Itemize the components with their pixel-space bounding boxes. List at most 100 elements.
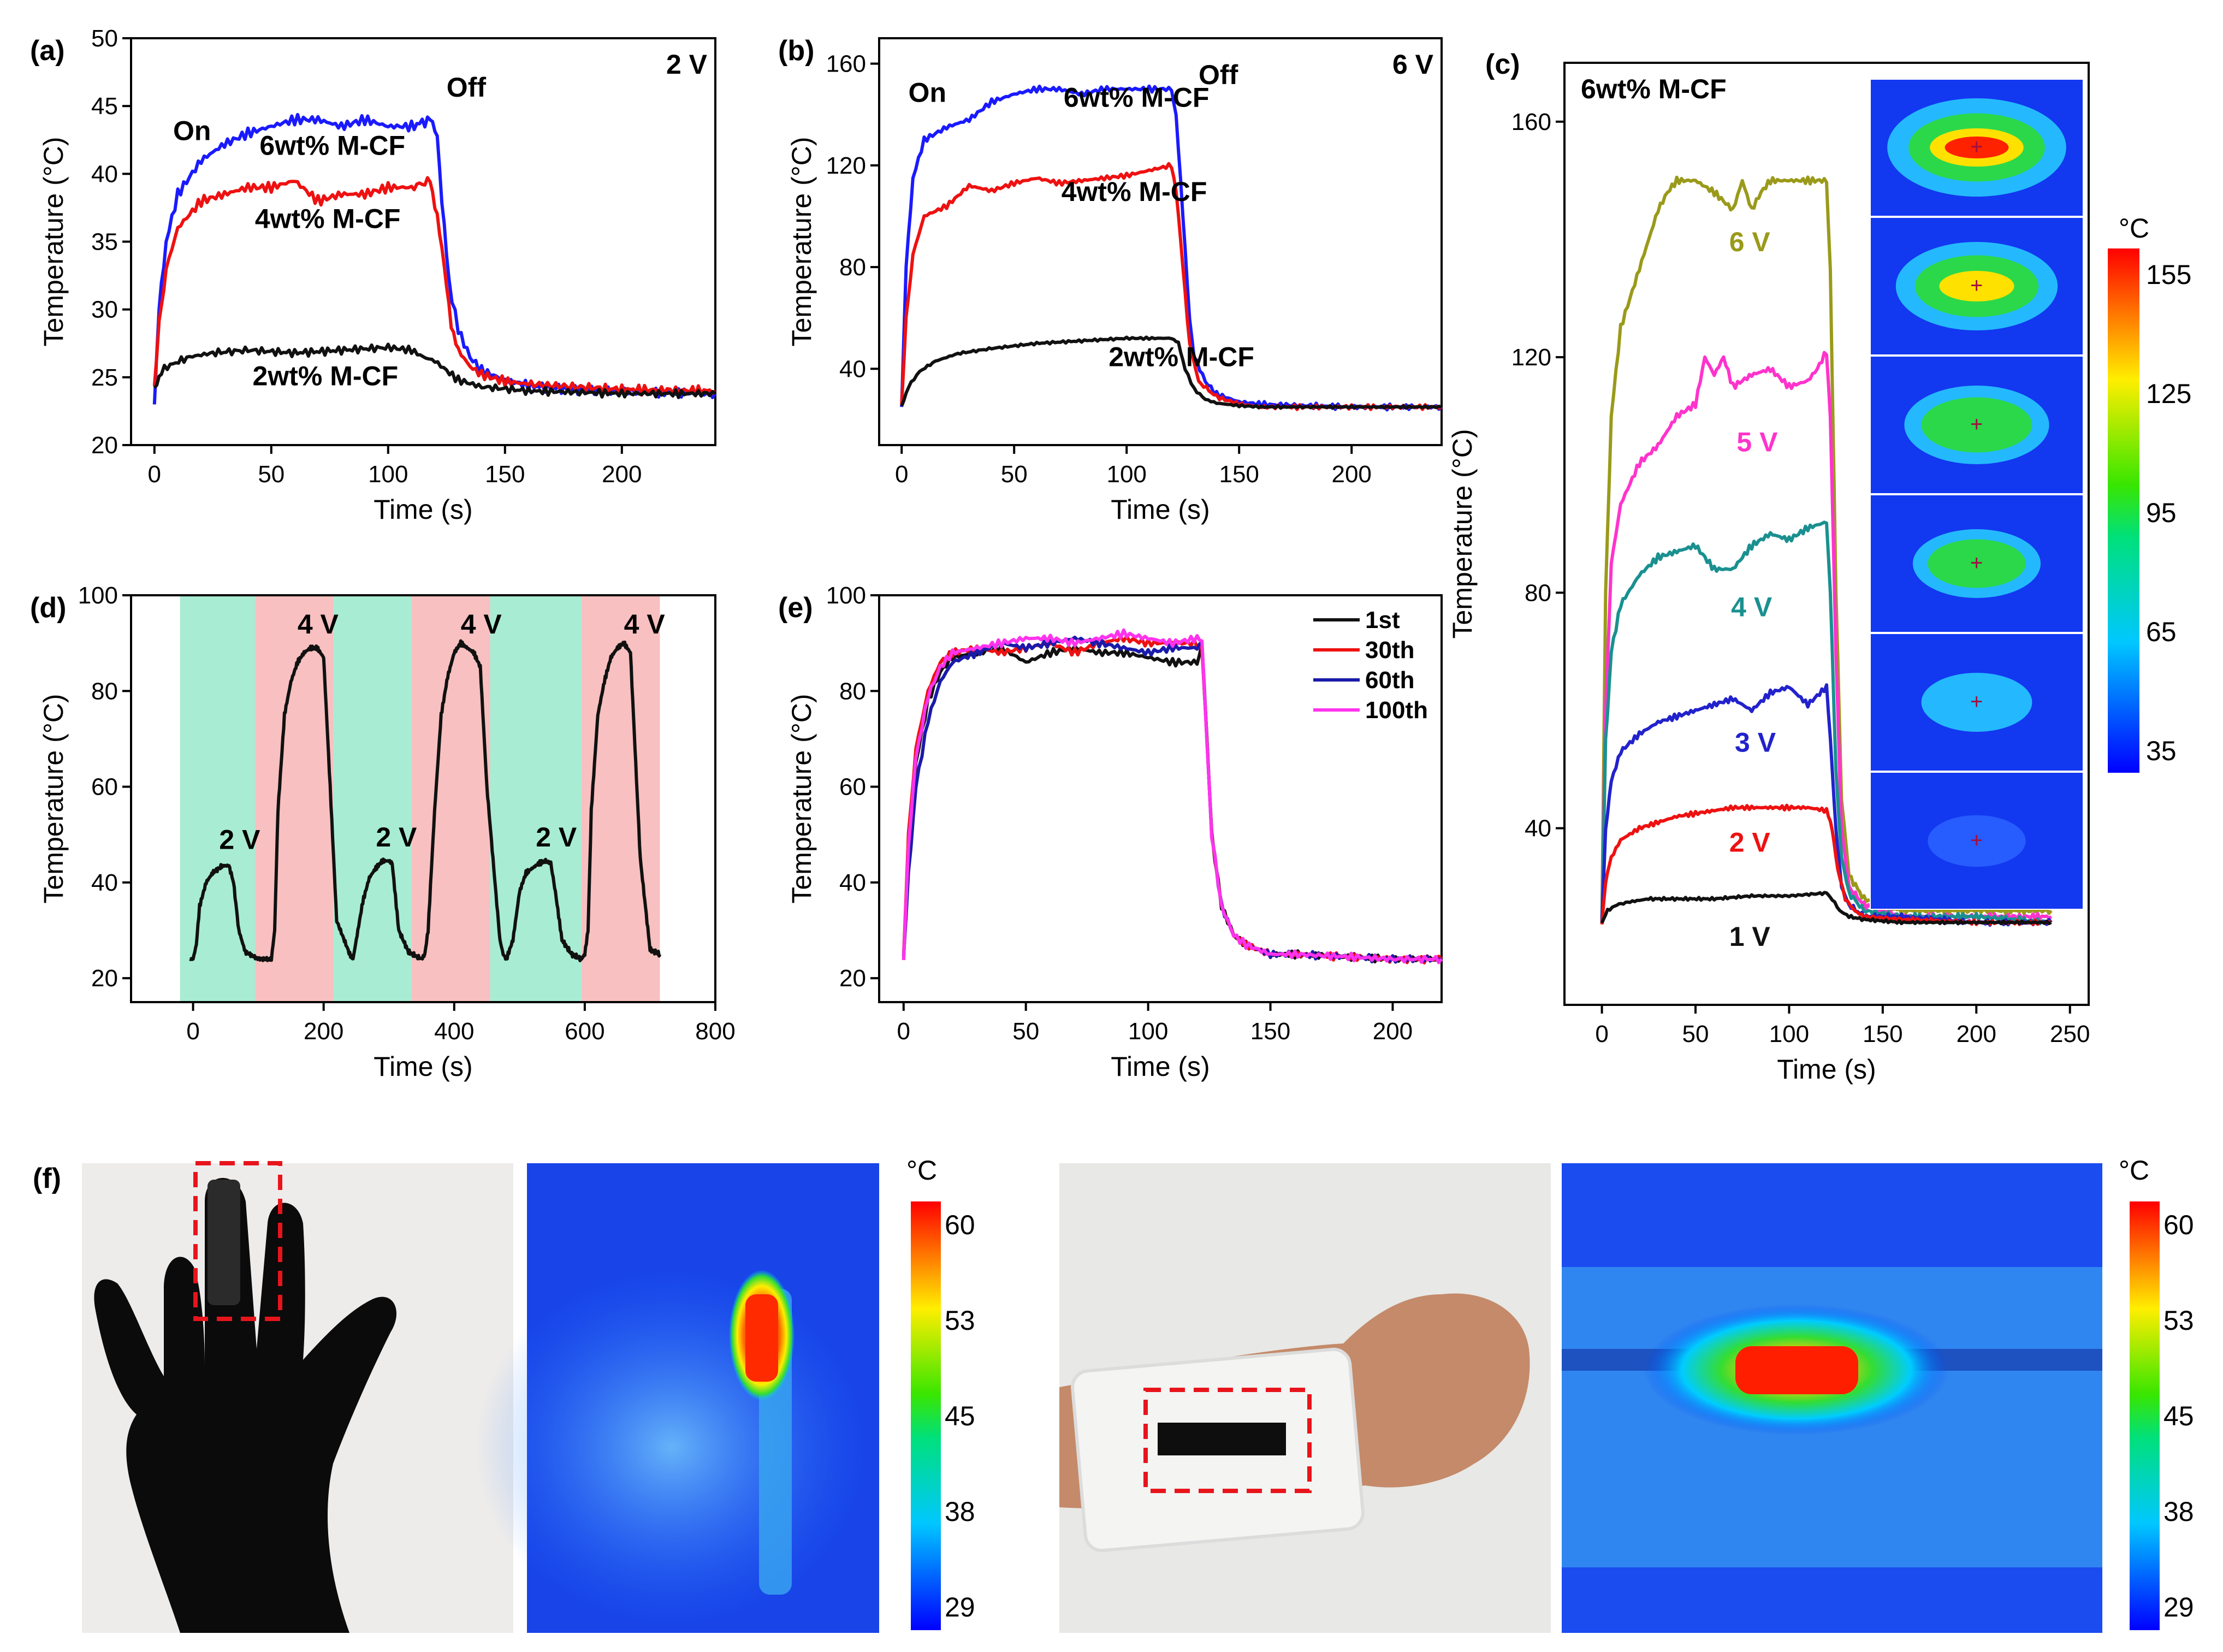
- x-tick-label: 100: [1769, 1021, 1809, 1047]
- y-axis-label: Temperature (°C): [38, 137, 69, 347]
- x-tick-label: 250: [2050, 1021, 2090, 1047]
- y-axis-label: Temperature (°C): [1447, 429, 1478, 639]
- corner-note: 6 V: [1392, 49, 1434, 80]
- colorbar-tick-label: 29: [2163, 1592, 2194, 1623]
- panel-label: (a): [30, 35, 65, 67]
- y-tick-label: 80: [839, 254, 866, 281]
- curve-annotation: 6wt% M-CF: [1064, 82, 1210, 113]
- panel-e: 0 50 100 150 200 20 40 60 80 100 Time (s) Temperatu…: [778, 582, 1443, 1082]
- series-line: [152, 176, 717, 398]
- series-line: [902, 634, 1443, 964]
- curve-annotation: 4 V: [1731, 591, 1773, 622]
- crosshair-icon: +: [1970, 690, 1983, 714]
- series-line: [1600, 520, 2053, 926]
- y-tick-label: 100: [78, 582, 118, 609]
- curve-annotation: On: [909, 77, 946, 108]
- thermal-spot-mid: [1921, 397, 2032, 453]
- y-tick-label: 100: [826, 582, 866, 609]
- y-tick-label: 35: [91, 229, 118, 256]
- x-tick-label: 0: [1595, 1021, 1608, 1047]
- curve-annotation: 4 V: [461, 609, 502, 640]
- thermal-image-strip: + + + + + +: [1870, 79, 2084, 910]
- x-tick-label: 400: [434, 1018, 474, 1045]
- wrist-heater: [1158, 1423, 1286, 1455]
- colorbar-c-unit: °C: [2119, 213, 2149, 244]
- colorbar-tick-label: 45: [2163, 1401, 2194, 1431]
- glove-photo: [82, 1161, 513, 1633]
- x-tick-label: 200: [304, 1018, 343, 1045]
- panel-b: 0 50 100 150 200 40 80 120 160 Time (s) Temperatur…: [778, 35, 1443, 525]
- thermal-spot-hot: [1945, 137, 2009, 158]
- x-axis-label: Time (s): [374, 1051, 472, 1082]
- series-line: [902, 636, 1442, 964]
- curve-annotation: 4 V: [298, 609, 339, 640]
- y-tick-label: 30: [91, 297, 118, 323]
- corner-note: 2 V: [666, 49, 708, 80]
- thermal-spot-warm: [1939, 271, 2014, 301]
- y-tick-label: 20: [839, 965, 866, 992]
- colorbar-tick-label: 155: [2146, 259, 2191, 290]
- y-tick-label: 20: [91, 432, 118, 459]
- y-axis-label: Temperature (°C): [786, 694, 817, 904]
- x-tick-label: 200: [602, 461, 642, 488]
- colorbar-tick-label: 29: [945, 1592, 975, 1623]
- x-axis-label: Time (s): [1777, 1054, 1876, 1085]
- panel-label: (b): [778, 35, 814, 67]
- x-tick-label: 100: [1128, 1018, 1168, 1045]
- colorbar-c: °C 155 125 95 65 35: [2108, 213, 2191, 773]
- series-line: [1600, 175, 2053, 923]
- x-axis-label: Time (s): [1111, 494, 1210, 525]
- y-tick-label: 60: [839, 774, 866, 801]
- y-tick-label: 80: [839, 678, 866, 704]
- y-tick-label: 80: [91, 678, 118, 704]
- colorbar-tick-label: 38: [2163, 1496, 2194, 1527]
- x-tick-label: 150: [1863, 1021, 1902, 1047]
- x-tick-label: 100: [368, 461, 408, 488]
- x-axis-label: Time (s): [374, 494, 472, 525]
- x-tick-label: 200: [1957, 1021, 1996, 1047]
- panel-d: 0 200 400 600 800 20 40 60 80 100 Time (s) Temperat…: [30, 582, 736, 1082]
- thermal-spot-outer: [1928, 815, 2026, 867]
- y-tick-label: 120: [826, 152, 866, 179]
- colorbar-c-gradient: [2108, 248, 2139, 773]
- plot-frame: [878, 37, 1443, 446]
- x-tick-label: 50: [1012, 1018, 1039, 1045]
- curve-annotation: 4wt% M-CF: [1062, 176, 1207, 207]
- plot-frame: [130, 37, 716, 446]
- panel-f-label: (f): [33, 1163, 61, 1194]
- voltage-band: [255, 595, 334, 1002]
- legend-label: 1st: [1365, 607, 1400, 633]
- panel-label: (e): [778, 592, 813, 624]
- x-tick-label: 0: [895, 461, 908, 488]
- glove-thermal-image: [475, 1163, 879, 1633]
- y-tick-label: 120: [1511, 344, 1551, 371]
- voltage-band: [180, 595, 256, 1002]
- series-line: [153, 342, 716, 399]
- curve-annotation: Off: [447, 72, 487, 103]
- x-tick-label: 200: [1331, 461, 1371, 488]
- wrist-photo: [1059, 1163, 1551, 1633]
- x-tick-label: 200: [1373, 1018, 1413, 1045]
- curve-annotation: 5 V: [1736, 427, 1778, 458]
- series-line: [902, 628, 1443, 964]
- colorbar-tick-label: 45: [945, 1401, 975, 1431]
- y-tick-label: 45: [91, 93, 118, 120]
- x-tick-label: 800: [695, 1018, 735, 1045]
- y-tick-label: 25: [91, 364, 118, 391]
- curve-annotation: 2 V: [376, 822, 417, 852]
- voltage-band: [490, 595, 582, 1002]
- colorbar-f-left-unit: °C: [906, 1155, 937, 1186]
- y-tick-label: 40: [91, 161, 118, 187]
- voltage-band: [412, 595, 490, 1002]
- x-tick-label: 150: [485, 461, 525, 488]
- colorbar-tick-label: 35: [2146, 736, 2177, 766]
- curve-annotation: 2wt% M-CF: [253, 361, 399, 392]
- x-tick-label: 0: [897, 1018, 910, 1045]
- curve-annotation: 4wt% M-CF: [255, 204, 401, 234]
- curve-annotation: On: [173, 115, 211, 146]
- curve-annotation: 6 V: [1729, 227, 1771, 257]
- x-tick-label: 150: [1219, 461, 1259, 488]
- thermal-spot-outer: [1921, 673, 2032, 732]
- y-tick-label: 80: [1525, 579, 1551, 606]
